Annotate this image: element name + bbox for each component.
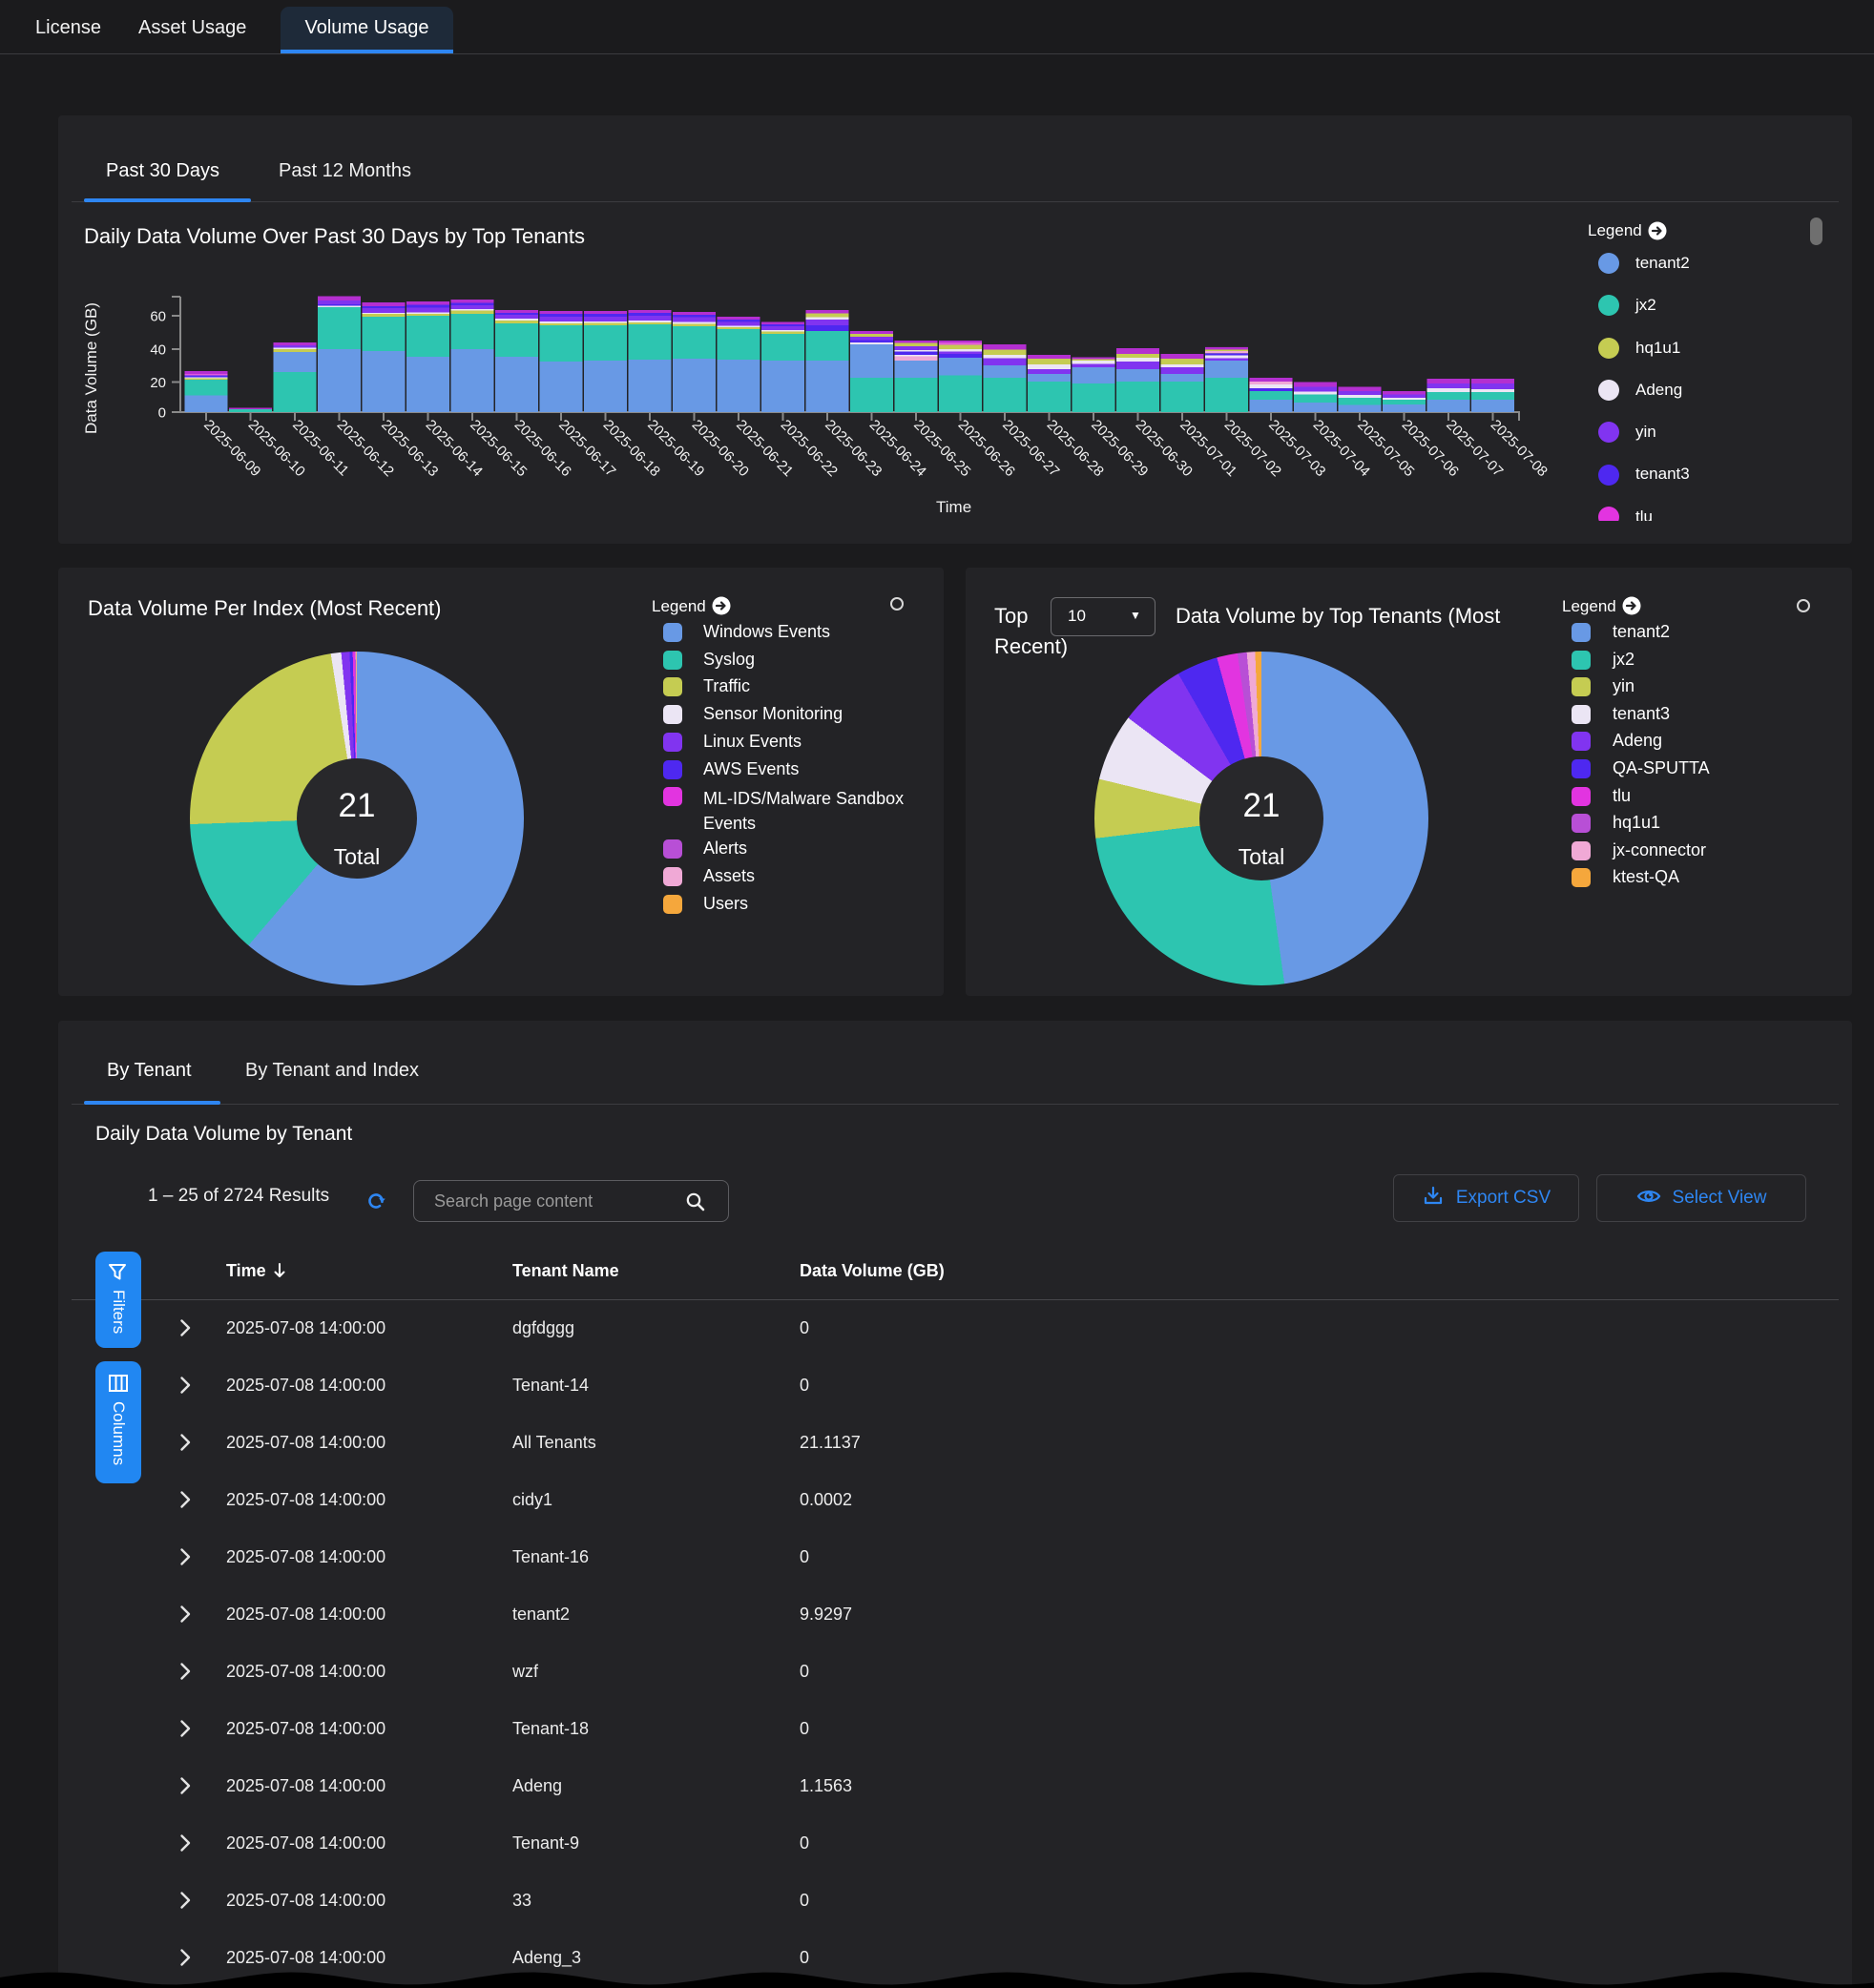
- svg-text:20: 20: [150, 375, 166, 391]
- svg-text:60: 60: [150, 309, 166, 325]
- svg-text:0: 0: [158, 405, 166, 422]
- svg-text:Time: Time: [936, 498, 971, 516]
- svg-text:40: 40: [150, 342, 166, 359]
- svg-text:Data Volume (GB): Data Volume (GB): [82, 302, 100, 434]
